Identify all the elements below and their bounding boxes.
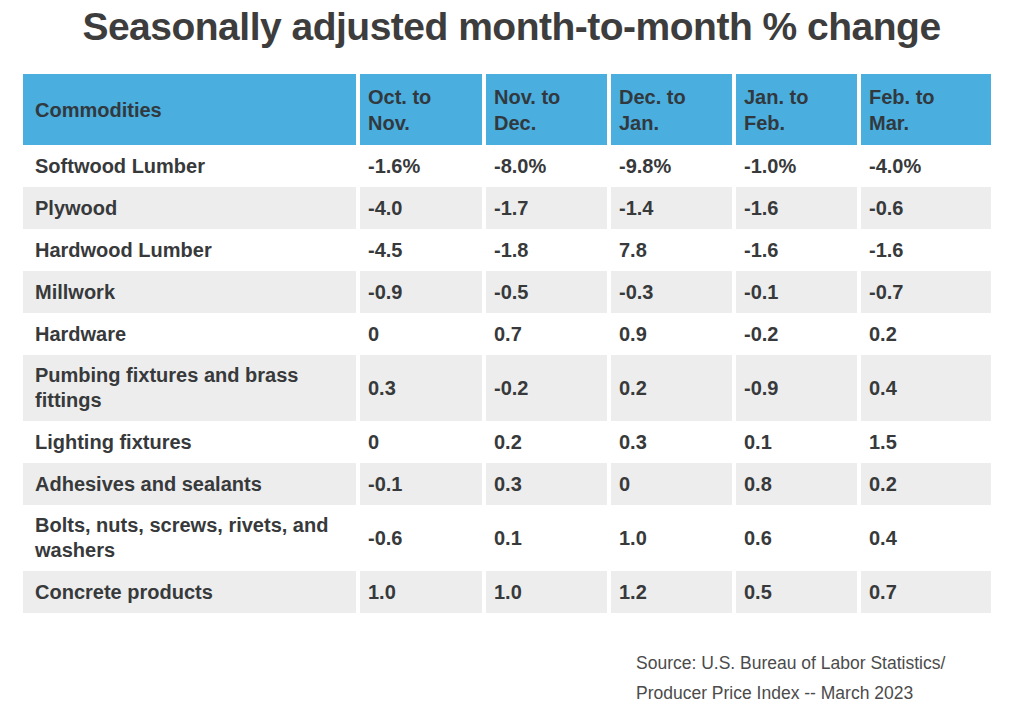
value-cell: -1.8 xyxy=(486,229,611,271)
value-cell: 1.0 xyxy=(611,505,736,571)
table-row: Plywood-4.0-1.7-1.4-1.6-0.6 xyxy=(23,187,991,229)
value-cell: 0.6 xyxy=(736,505,861,571)
value-cell: 0.4 xyxy=(861,505,991,571)
value-cell: 1.0 xyxy=(486,571,611,613)
value-cell: -1.7 xyxy=(486,187,611,229)
value-cell: 0.9 xyxy=(611,313,736,355)
value-cell: -1.6 xyxy=(736,187,861,229)
table-row: Millwork-0.9-0.5-0.3-0.1-0.7 xyxy=(23,271,991,313)
commodity-name: Pumbing fixtures and brass fittings xyxy=(23,355,360,421)
value-cell: -9.8% xyxy=(611,145,736,187)
value-cell: -0.9 xyxy=(360,271,486,313)
commodity-name: Concrete products xyxy=(23,571,360,613)
value-cell: 0.1 xyxy=(486,505,611,571)
value-cell: -0.1 xyxy=(736,271,861,313)
table-row: Concrete products1.01.01.20.50.7 xyxy=(23,571,991,613)
header-month-4: Feb. to Mar. xyxy=(861,74,991,145)
value-cell: -0.7 xyxy=(861,271,991,313)
value-cell: 0.3 xyxy=(611,421,736,463)
value-cell: 1.0 xyxy=(360,571,486,613)
value-cell: 0.1 xyxy=(736,421,861,463)
table-row: Lighting fixtures00.20.30.11.5 xyxy=(23,421,991,463)
value-cell: 0.3 xyxy=(360,355,486,421)
table-row: Hardware00.70.9-0.20.2 xyxy=(23,313,991,355)
value-cell: -0.1 xyxy=(360,463,486,505)
value-cell: 0.2 xyxy=(861,463,991,505)
value-cell: -1.4 xyxy=(611,187,736,229)
commodity-name: Millwork xyxy=(23,271,360,313)
chart-title: Seasonally adjusted month-to-month % cha… xyxy=(0,5,1023,49)
commodities-table: Commodities Oct. to Nov.Nov. to Dec.Dec.… xyxy=(23,74,991,613)
value-cell: -0.6 xyxy=(861,187,991,229)
commodity-name: Softwood Lumber xyxy=(23,145,360,187)
value-cell: 0.4 xyxy=(861,355,991,421)
commodity-name: Plywood xyxy=(23,187,360,229)
table-row: Hardwood Lumber-4.5-1.87.8-1.6-1.6 xyxy=(23,229,991,271)
header-month-3: Jan. to Feb. xyxy=(736,74,861,145)
value-cell: -0.2 xyxy=(486,355,611,421)
value-cell: -4.0 xyxy=(360,187,486,229)
value-cell: -0.6 xyxy=(360,505,486,571)
header-row: Commodities Oct. to Nov.Nov. to Dec.Dec.… xyxy=(23,74,991,145)
source-line-2: Producer Price Index -- March 2023 xyxy=(636,678,945,708)
commodity-name: Lighting fixtures xyxy=(23,421,360,463)
value-cell: -0.9 xyxy=(736,355,861,421)
commodity-name: Adhesives and sealants xyxy=(23,463,360,505)
value-cell: 0 xyxy=(360,313,486,355)
source-attribution: Source: U.S. Bureau of Labor Statistics/… xyxy=(636,648,945,708)
value-cell: 0.5 xyxy=(736,571,861,613)
header-month-1: Nov. to Dec. xyxy=(486,74,611,145)
value-cell: 0.7 xyxy=(486,313,611,355)
value-cell: 0 xyxy=(360,421,486,463)
value-cell: 7.8 xyxy=(611,229,736,271)
value-cell: -1.6% xyxy=(360,145,486,187)
value-cell: -8.0% xyxy=(486,145,611,187)
value-cell: -4.5 xyxy=(360,229,486,271)
table-row: Adhesives and sealants-0.10.300.80.2 xyxy=(23,463,991,505)
value-cell: -1.6 xyxy=(861,229,991,271)
value-cell: -0.2 xyxy=(736,313,861,355)
table-row: Bolts, nuts, screws, rivets, and washers… xyxy=(23,505,991,571)
value-cell: 1.2 xyxy=(611,571,736,613)
commodity-name: Hardwood Lumber xyxy=(23,229,360,271)
value-cell: -0.3 xyxy=(611,271,736,313)
source-line-1: Source: U.S. Bureau of Labor Statistics/ xyxy=(636,648,945,678)
table-row: Pumbing fixtures and brass fittings0.3-0… xyxy=(23,355,991,421)
commodity-name: Hardware xyxy=(23,313,360,355)
value-cell: -1.0% xyxy=(736,145,861,187)
value-cell: 0.8 xyxy=(736,463,861,505)
value-cell: 0.2 xyxy=(611,355,736,421)
value-cell: 0.3 xyxy=(486,463,611,505)
header-commodities: Commodities xyxy=(23,74,360,145)
table-row: Softwood Lumber-1.6%-8.0%-9.8%-1.0%-4.0% xyxy=(23,145,991,187)
value-cell: -1.6 xyxy=(736,229,861,271)
value-cell: 0.2 xyxy=(486,421,611,463)
header-month-2: Dec. to Jan. xyxy=(611,74,736,145)
value-cell: 0.7 xyxy=(861,571,991,613)
value-cell: 0 xyxy=(611,463,736,505)
commodity-name: Bolts, nuts, screws, rivets, and washers xyxy=(23,505,360,571)
value-cell: 0.2 xyxy=(861,313,991,355)
header-month-0: Oct. to Nov. xyxy=(360,74,486,145)
value-cell: -0.5 xyxy=(486,271,611,313)
value-cell: -4.0% xyxy=(861,145,991,187)
value-cell: 1.5 xyxy=(861,421,991,463)
